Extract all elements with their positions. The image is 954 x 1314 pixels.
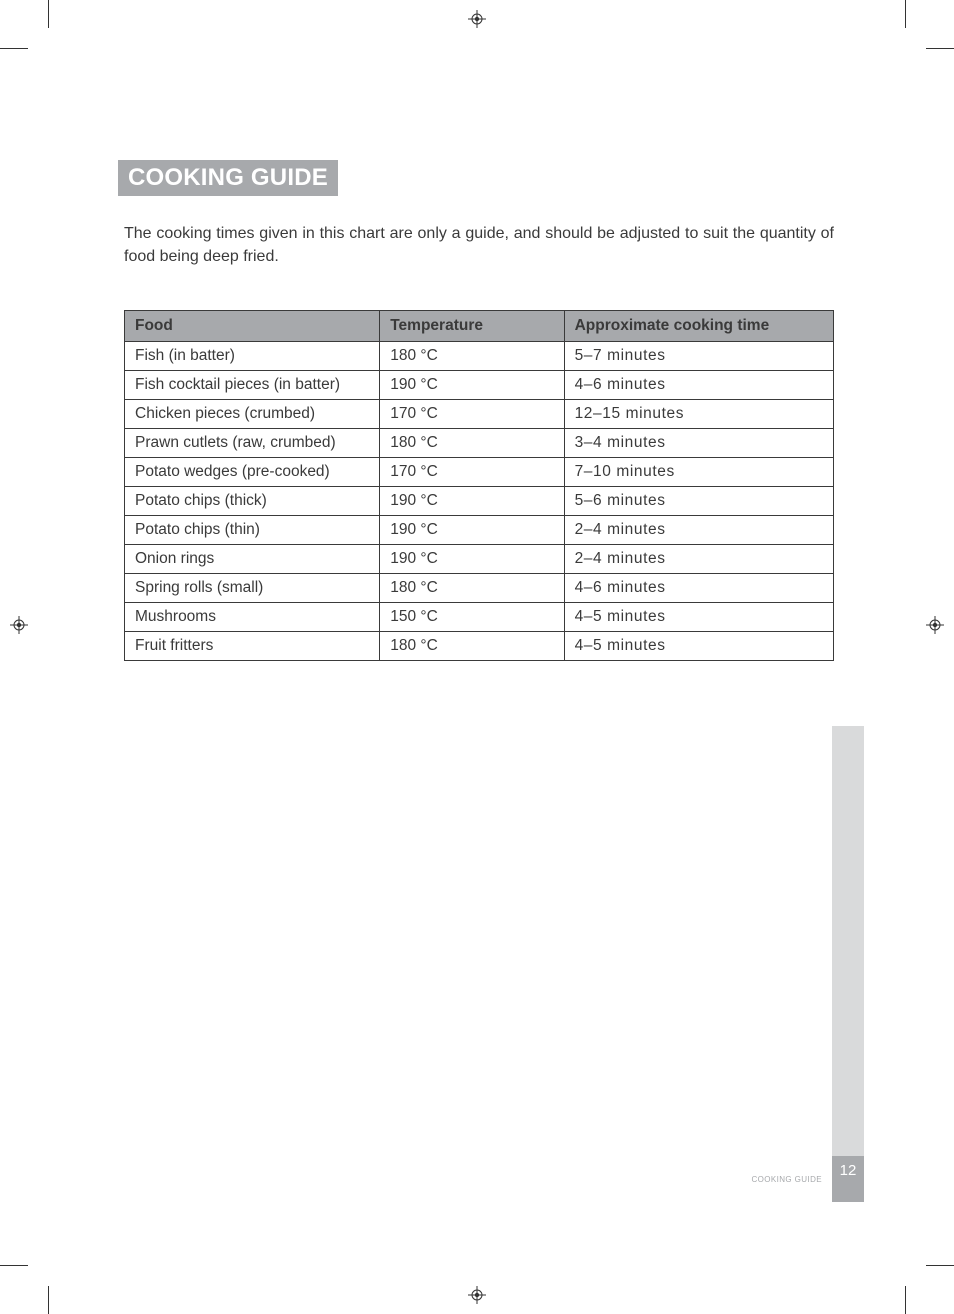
- col-header-temperature: Temperature: [380, 311, 564, 342]
- cell-temp: 190 °C: [380, 487, 564, 516]
- crop-mark: [926, 48, 954, 49]
- table-row: Prawn cutlets (raw, crumbed) 180 °C 3–4 …: [125, 429, 834, 458]
- registration-mark-icon: [468, 1286, 486, 1304]
- table-row: Chicken pieces (crumbed) 170 °C 12–15 mi…: [125, 400, 834, 429]
- crop-mark: [905, 1286, 906, 1314]
- crop-mark: [905, 0, 906, 28]
- footer-section-label: COOKING GUIDE: [751, 1175, 822, 1184]
- table-header-row: Food Temperature Approximate cooking tim…: [125, 311, 834, 342]
- crop-mark: [48, 1286, 49, 1314]
- cell-food: Fish (in batter): [125, 342, 380, 371]
- col-header-food: Food: [125, 311, 380, 342]
- cell-temp: 180 °C: [380, 429, 564, 458]
- cell-temp: 180 °C: [380, 632, 564, 661]
- cell-time: 3–4 minutes: [564, 429, 833, 458]
- table-row: Mushrooms 150 °C 4–5 minutes: [125, 603, 834, 632]
- cell-temp: 170 °C: [380, 458, 564, 487]
- cell-time: 4–6 minutes: [564, 371, 833, 400]
- cell-temp: 170 °C: [380, 400, 564, 429]
- cell-food: Onion rings: [125, 545, 380, 574]
- cell-temp: 190 °C: [380, 371, 564, 400]
- table-row: Potato chips (thick) 190 °C 5–6 minutes: [125, 487, 834, 516]
- cell-temp: 190 °C: [380, 545, 564, 574]
- table-row: Spring rolls (small) 180 °C 4–6 minutes: [125, 574, 834, 603]
- cell-food: Fruit fritters: [125, 632, 380, 661]
- cell-temp: 180 °C: [380, 574, 564, 603]
- cell-food: Fish cocktail pieces (in batter): [125, 371, 380, 400]
- cell-time: 7–10 minutes: [564, 458, 833, 487]
- col-header-cooking-time: Approximate cooking time: [564, 311, 833, 342]
- crop-mark: [0, 48, 28, 49]
- registration-mark-icon: [926, 616, 944, 634]
- cell-food: Potato wedges (pre-cooked): [125, 458, 380, 487]
- registration-mark-icon: [10, 616, 28, 634]
- cell-food: Chicken pieces (crumbed): [125, 400, 380, 429]
- page-body: COOKING GUIDE The cooking times given in…: [30, 30, 924, 1284]
- cell-temp: 180 °C: [380, 342, 564, 371]
- cell-food: Mushrooms: [125, 603, 380, 632]
- cell-time: 4–5 minutes: [564, 632, 833, 661]
- cell-time: 5–6 minutes: [564, 487, 833, 516]
- cell-time: 2–4 minutes: [564, 545, 833, 574]
- cell-time: 12–15 minutes: [564, 400, 833, 429]
- table-row: Fish cocktail pieces (in batter) 190 °C …: [125, 371, 834, 400]
- cooking-guide-table: Food Temperature Approximate cooking tim…: [124, 310, 834, 661]
- table-row: Fish (in batter) 180 °C 5–7 minutes: [125, 342, 834, 371]
- cell-food: Potato chips (thick): [125, 487, 380, 516]
- page-footer: COOKING GUIDE 12: [751, 1156, 864, 1202]
- page-number: 12: [832, 1156, 864, 1202]
- table-row: Onion rings 190 °C 2–4 minutes: [125, 545, 834, 574]
- section-heading: COOKING GUIDE: [118, 160, 338, 196]
- cell-food: Potato chips (thin): [125, 516, 380, 545]
- table-row: Potato chips (thin) 190 °C 2–4 minutes: [125, 516, 834, 545]
- crop-mark: [0, 1265, 28, 1266]
- crop-mark: [926, 1265, 954, 1266]
- cell-temp: 190 °C: [380, 516, 564, 545]
- content-area: COOKING GUIDE The cooking times given in…: [30, 30, 924, 661]
- cell-time: 5–7 minutes: [564, 342, 833, 371]
- cell-food: Prawn cutlets (raw, crumbed): [125, 429, 380, 458]
- table-row: Fruit fritters 180 °C 4–5 minutes: [125, 632, 834, 661]
- cell-food: Spring rolls (small): [125, 574, 380, 603]
- intro-paragraph: The cooking times given in this chart ar…: [124, 222, 834, 268]
- crop-mark: [48, 0, 49, 28]
- cell-time: 4–6 minutes: [564, 574, 833, 603]
- registration-mark-icon: [468, 10, 486, 28]
- cell-time: 4–5 minutes: [564, 603, 833, 632]
- thumb-index-tab: [832, 726, 864, 1156]
- cell-time: 2–4 minutes: [564, 516, 833, 545]
- table-row: Potato wedges (pre-cooked) 170 °C 7–10 m…: [125, 458, 834, 487]
- cell-temp: 150 °C: [380, 603, 564, 632]
